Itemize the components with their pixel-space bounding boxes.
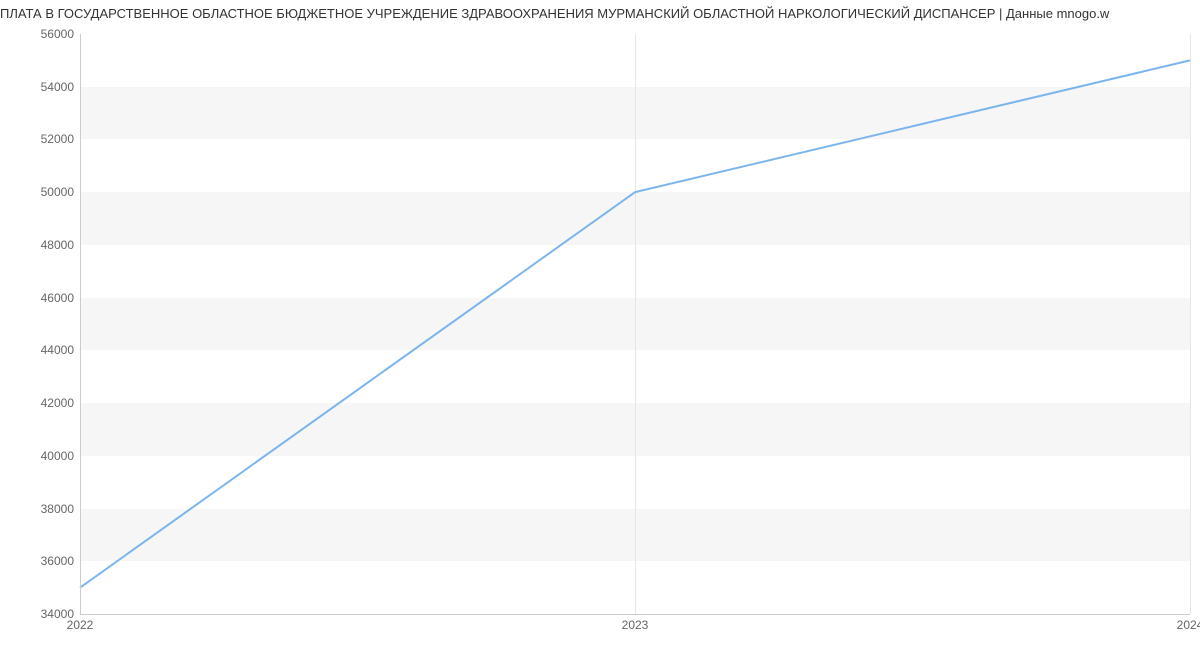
y-tick-label: 44000 xyxy=(41,343,74,357)
y-tick-label: 54000 xyxy=(41,80,74,94)
y-tick-label: 42000 xyxy=(41,396,74,410)
y-axis-line xyxy=(80,34,81,614)
x-tick-label: 2023 xyxy=(622,618,649,632)
y-tick-label: 52000 xyxy=(41,132,74,146)
chart-container: { "chart": { "type": "line", "title": "П… xyxy=(0,0,1200,650)
x-tick-label: 2022 xyxy=(67,618,94,632)
x-tick-label: 2024 xyxy=(1177,618,1200,632)
y-tick-label: 56000 xyxy=(41,27,74,41)
plot-area xyxy=(80,34,1190,614)
y-tick-label: 46000 xyxy=(41,291,74,305)
y-tick-label: 48000 xyxy=(41,238,74,252)
y-tick-label: 38000 xyxy=(41,502,74,516)
chart-title: ПЛАТА В ГОСУДАРСТВЕННОЕ ОБЛАСТНОЕ БЮДЖЕТ… xyxy=(0,6,1200,21)
x-axis-line xyxy=(80,614,1190,615)
y-tick-label: 50000 xyxy=(41,185,74,199)
series-line xyxy=(80,60,1190,587)
y-tick-label: 40000 xyxy=(41,449,74,463)
x-gridline xyxy=(1190,34,1191,614)
line-layer xyxy=(80,34,1190,614)
y-tick-label: 36000 xyxy=(41,554,74,568)
